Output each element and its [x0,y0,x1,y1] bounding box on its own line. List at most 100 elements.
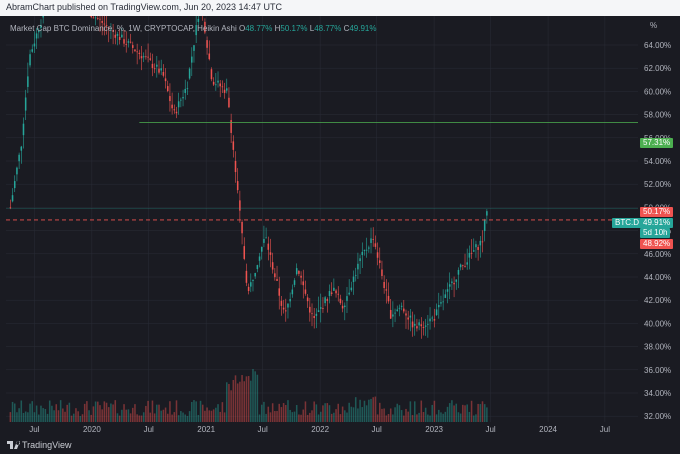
volume-bar [234,375,237,422]
volume-bar [267,406,270,422]
candle-body [191,56,193,63]
candle-body [295,268,298,275]
volume-bar [162,409,165,422]
candle-body [193,45,195,51]
volume-bar [346,412,348,422]
legend-title: Market Cap BTC Dominance, %, 1W, CRYPTOC… [10,24,237,33]
candle-body [409,315,412,318]
candle-body [361,251,364,256]
x-tick-label: 2023 [425,425,443,434]
volume-bar [300,414,302,422]
volume-bar [11,401,14,422]
candle-body [35,33,38,39]
candle-body [232,141,235,150]
volume-bar [107,407,110,422]
candle-body [394,312,396,314]
volume-bar [394,407,396,422]
candle-body [90,16,93,18]
candle-body [381,269,383,276]
volume-bar [184,414,186,422]
candle-body [298,270,300,274]
volume-bar [35,405,38,422]
candle-body [134,49,136,52]
volume-bar [295,405,298,422]
volume-bar [114,400,117,422]
candle-body [33,43,36,47]
volume-bar [317,414,320,422]
chart-svg[interactable]: %64.00%62.00%60.00%58.00%56.00%54.00%52.… [0,0,680,436]
candle-body [285,310,287,312]
candle-body [145,56,147,58]
candle-body [424,325,427,327]
candle-body [129,41,132,43]
volume-bar [97,401,99,422]
volume-bar [90,414,93,422]
candle-body [324,297,326,304]
volume-bar [280,407,283,422]
level-price-tag: 57.31% [640,138,674,148]
y-tick-label: 62.00% [644,64,671,73]
volume-bar [361,407,364,422]
candle-body [429,318,431,322]
volume-bar [459,413,462,422]
volume-bar [173,412,176,422]
volume-bar [125,409,127,422]
candle-body [107,27,110,29]
candle-body [365,249,368,251]
candle-body [448,284,451,287]
candle-body [236,181,239,191]
volume-bar [475,414,477,422]
volume-bar [363,400,366,422]
candle-body [256,265,259,270]
volume-bar [116,413,119,422]
candle-body [123,39,125,44]
volume-bar [219,411,221,422]
volume-bar [370,398,372,422]
candle-body [103,23,106,25]
x-tick-label: Jul [372,425,382,434]
candle-body [433,319,436,321]
candle-body [147,56,149,58]
volume-bar [278,403,280,422]
chart-area[interactable]: %64.00%62.00%60.00%58.00%56.00%54.00%52.… [0,0,680,436]
volume-bar [328,405,331,422]
volume-bar [142,412,145,422]
candle-body [293,280,296,285]
volume-bar [228,383,230,422]
volume-bars [9,369,488,422]
volume-bar [285,405,287,422]
x-tick-label: 2024 [539,425,557,434]
legend-low-label: L [309,24,315,33]
legend-low: 48.77% [314,24,342,33]
low-price-tag: 48.92% [640,239,674,249]
symbol-tag: BTC.D [612,218,642,228]
candle-body [265,237,267,239]
candle-body [195,25,197,36]
volume-bar [232,380,235,422]
candle-body [462,264,464,266]
candle-body [160,68,162,71]
candle-body [20,146,23,151]
volume-bar [435,414,438,422]
volume-bar [298,414,300,422]
close-price-tag: 49.91% [640,218,674,228]
candle-body [94,17,97,19]
volume-bar [199,400,202,422]
volume-bar [51,405,53,422]
volume-bar [265,413,267,422]
volume-bar [212,409,215,422]
candle-body [479,240,482,246]
candle-body [444,294,447,298]
candle-body [278,288,280,296]
volume-bar [245,376,248,422]
candle-body [451,281,453,283]
candles [9,0,488,339]
volume-bar [193,400,195,422]
volume-bar [195,401,197,422]
candle-body [405,313,407,316]
candle-body [470,252,473,254]
volume-bar [260,404,263,422]
candle-body [260,246,263,252]
volume-bar [479,404,482,422]
candle-body [396,309,399,312]
